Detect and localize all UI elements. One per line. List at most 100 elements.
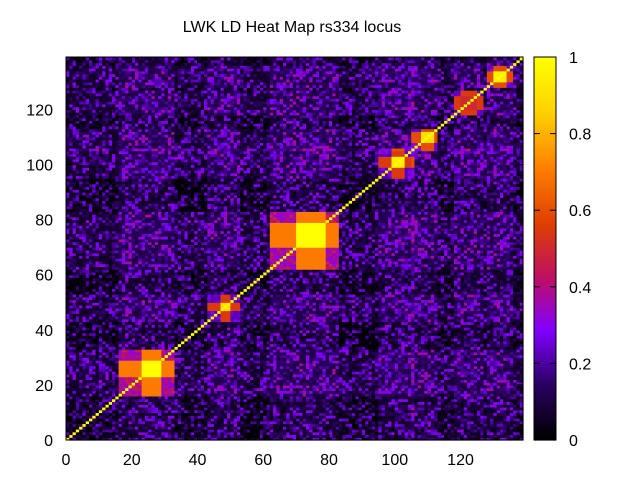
heatmap-cell [82, 371, 87, 375]
heatmap-cell [138, 79, 143, 83]
heatmap-cell [82, 266, 87, 270]
heatmap-cell [158, 393, 162, 397]
heatmap-cell [148, 57, 153, 61]
heatmap-cell [115, 249, 120, 254]
heatmap-cell [121, 269, 126, 273]
heatmap-cell [118, 101, 123, 105]
heatmap-cell [85, 203, 90, 207]
heatmap-cell [115, 307, 120, 312]
heatmap-cell [131, 390, 136, 394]
heatmap-cell [118, 249, 123, 254]
heatmap-cell [121, 327, 126, 331]
heatmap-cell [89, 169, 93, 174]
heatmap-cell [154, 376, 159, 380]
heatmap-cell [105, 79, 110, 83]
heatmap-cell [98, 302, 103, 306]
heatmap-cell [69, 175, 74, 179]
heatmap-cell [128, 280, 133, 284]
heatmap-cell [148, 79, 153, 83]
heatmap-cell [135, 318, 139, 323]
heatmap-cell [144, 321, 149, 325]
heatmap-cell [164, 68, 169, 72]
heatmap-cell [98, 150, 103, 155]
heatmap-cell [141, 404, 146, 408]
heatmap-cell [128, 247, 133, 251]
heatmap-cell [72, 230, 77, 234]
heatmap-cell [154, 299, 159, 303]
heatmap-cell [115, 417, 120, 422]
heatmap-cell [125, 351, 130, 356]
heatmap-cell [125, 365, 130, 369]
heatmap-cell [92, 194, 97, 199]
heatmap-cell [66, 371, 70, 375]
heatmap-cell [167, 420, 172, 425]
heatmap-cell [92, 136, 97, 141]
heatmap-cell [141, 158, 146, 163]
heatmap-cell [112, 106, 116, 110]
heatmap-cell [72, 437, 77, 441]
heatmap-cell [141, 244, 146, 248]
heatmap-cell [167, 373, 172, 378]
heatmap-cell [115, 205, 120, 210]
heatmap-cell [95, 340, 100, 345]
heatmap-cell [85, 401, 90, 405]
heatmap-cell [131, 109, 136, 113]
heatmap-cell [72, 183, 77, 188]
heatmap-cell [144, 340, 149, 345]
heatmap-cell [79, 192, 84, 196]
heatmap-cell [69, 249, 74, 254]
heatmap-cell [98, 134, 103, 138]
heatmap-cell [154, 280, 159, 284]
heatmap-cell [82, 282, 87, 287]
heatmap-cell [161, 390, 166, 394]
heatmap-cell [115, 431, 120, 436]
heatmap-cell [69, 335, 74, 339]
heatmap-cell [148, 76, 153, 80]
heatmap-cell [158, 145, 162, 149]
heatmap-cell [141, 172, 146, 177]
heatmap-cell [128, 373, 133, 378]
heatmap-cell [125, 431, 130, 436]
heatmap-cell [75, 81, 80, 86]
heatmap-cell [144, 362, 149, 367]
heatmap-cell [118, 84, 123, 88]
heatmap-cell [121, 321, 126, 325]
heatmap-cell [98, 282, 103, 287]
heatmap-cell [85, 236, 90, 240]
heatmap-cell [108, 384, 113, 389]
heatmap-cell [141, 434, 146, 438]
heatmap-cell [161, 120, 166, 124]
heatmap-cell [158, 200, 162, 204]
heatmap-cell [66, 327, 70, 331]
heatmap-cell [69, 205, 74, 210]
heatmap-cell [131, 169, 136, 174]
heatmap-cell [125, 404, 130, 408]
heatmap-cell [135, 271, 139, 276]
heatmap-cell [141, 238, 146, 243]
heatmap-cell [92, 398, 97, 403]
heatmap-cell [128, 417, 133, 422]
heatmap-cell [125, 112, 130, 116]
heatmap-cell [95, 346, 100, 350]
heatmap-cell [131, 65, 136, 69]
heatmap-cell [148, 293, 153, 298]
heatmap-cell [89, 360, 93, 364]
heatmap-cell [115, 81, 120, 86]
heatmap-cell [112, 274, 116, 279]
heatmap-cell [79, 62, 84, 66]
heatmap-cell [75, 373, 80, 378]
heatmap-cell [102, 409, 107, 414]
heatmap-cell [167, 371, 172, 375]
heatmap-cell [158, 95, 162, 99]
heatmap-cell [102, 307, 107, 312]
heatmap-cell [112, 332, 116, 336]
heatmap-cell [158, 252, 162, 256]
heatmap-cell [131, 84, 136, 88]
heatmap-cell [89, 145, 93, 149]
heatmap-cell [72, 302, 77, 306]
heatmap-cell [85, 310, 90, 314]
heatmap-cell [138, 406, 143, 411]
heatmap-cell [102, 158, 107, 163]
heatmap-cell [151, 324, 156, 328]
heatmap-cell [118, 59, 123, 64]
